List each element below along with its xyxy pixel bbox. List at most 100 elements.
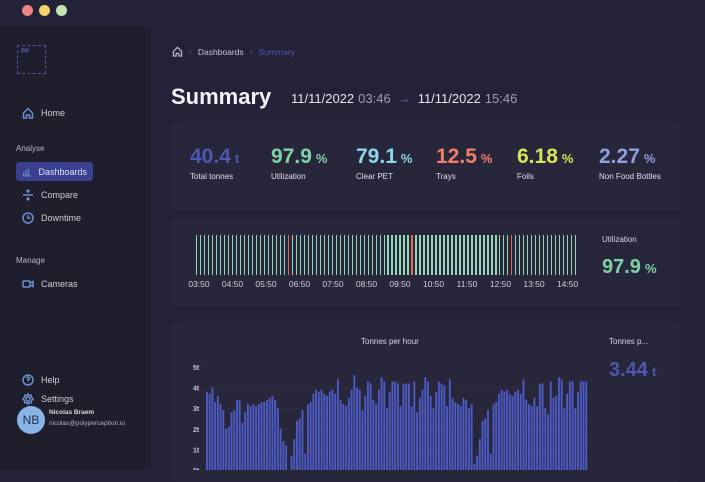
bar[interactable]: [427, 381, 429, 470]
bar[interactable]: [410, 406, 413, 470]
uptime-segment[interactable]: [539, 235, 541, 275]
bar[interactable]: [257, 404, 260, 470]
uptime-segment[interactable]: [391, 235, 393, 275]
bar[interactable]: [457, 404, 459, 470]
sidebar-item-compare[interactable]: Compare: [16, 185, 84, 204]
bar[interactable]: [508, 393, 511, 470]
uptime-segment[interactable]: [243, 235, 246, 275]
sidebar-item-downtime[interactable]: Downtime: [16, 208, 87, 227]
uptime-segment[interactable]: [199, 235, 202, 275]
bar[interactable]: [375, 404, 378, 470]
minimize-button[interactable]: [39, 5, 50, 16]
uptime-segment[interactable]: [363, 235, 365, 275]
bar[interactable]: [432, 408, 435, 470]
bar[interactable]: [304, 453, 307, 470]
sidebar-item-settings[interactable]: Settings: [16, 389, 80, 408]
home-icon[interactable]: [172, 46, 183, 57]
bar[interactable]: [462, 397, 465, 470]
date-range[interactable]: 11/11/2022 03:46 → 11/11/2022 15:46: [291, 91, 517, 106]
uptime-segment[interactable]: [247, 235, 250, 275]
uptime-segment[interactable]: [447, 235, 449, 275]
uptime-segment[interactable]: [227, 235, 230, 275]
uptime-segment[interactable]: [443, 235, 445, 275]
uptime-segment[interactable]: [355, 235, 357, 275]
bar[interactable]: [323, 393, 326, 470]
bar[interactable]: [577, 391, 579, 470]
bar[interactable]: [495, 402, 498, 470]
bar[interactable]: [506, 389, 509, 470]
bar[interactable]: [544, 408, 547, 470]
bar[interactable]: [364, 395, 367, 470]
uptime-segment[interactable]: [359, 235, 361, 275]
uptime-segment[interactable]: [371, 235, 373, 275]
bar[interactable]: [293, 439, 296, 470]
bar[interactable]: [446, 406, 449, 470]
bar[interactable]: [467, 408, 470, 470]
uptime-segment[interactable]: [303, 235, 305, 275]
bar[interactable]: [443, 385, 446, 470]
uptime-segment[interactable]: [467, 235, 469, 275]
bar[interactable]: [380, 377, 383, 470]
bar[interactable]: [342, 404, 345, 470]
bar[interactable]: [315, 389, 318, 470]
bar[interactable]: [421, 389, 424, 470]
bar[interactable]: [336, 379, 339, 470]
uptime-segment[interactable]: [279, 235, 282, 275]
bar[interactable]: [214, 402, 217, 470]
close-button[interactable]: [22, 5, 33, 16]
uptime-segment[interactable]: [535, 235, 537, 275]
uptime-segment[interactable]: [475, 235, 477, 275]
bar[interactable]: [255, 406, 258, 470]
uptime-segment[interactable]: [515, 235, 517, 275]
bar[interactable]: [407, 383, 410, 470]
uptime-segment[interactable]: [315, 235, 317, 275]
uptime-segment[interactable]: [383, 235, 385, 275]
uptime-segment[interactable]: [259, 235, 262, 275]
bar[interactable]: [435, 391, 438, 470]
bar[interactable]: [454, 402, 457, 470]
bar[interactable]: [473, 463, 476, 470]
bar[interactable]: [353, 375, 356, 470]
bar[interactable]: [345, 406, 348, 470]
uptime-segment[interactable]: [431, 235, 433, 275]
bar[interactable]: [361, 410, 364, 470]
uptime-segment[interactable]: [275, 235, 278, 275]
bar[interactable]: [241, 422, 244, 470]
maximize-button[interactable]: [56, 5, 67, 16]
bar[interactable]: [394, 381, 397, 470]
uptime-segment[interactable]: [215, 235, 218, 275]
sidebar-item-home[interactable]: Home: [16, 103, 71, 122]
uptime-segment[interactable]: [395, 235, 397, 275]
bar[interactable]: [527, 404, 530, 470]
uptime-segment[interactable]: [567, 235, 569, 275]
uptime-segment[interactable]: [311, 235, 313, 275]
downtime-segment[interactable]: [511, 235, 513, 275]
uptime-segment[interactable]: [335, 235, 337, 275]
uptime-segment[interactable]: [459, 235, 461, 275]
bar[interactable]: [582, 381, 585, 470]
bar[interactable]: [552, 397, 555, 470]
bar[interactable]: [399, 406, 402, 470]
sidebar-item-help[interactable]: Help: [16, 370, 66, 389]
bar[interactable]: [298, 418, 301, 471]
uptime-segment[interactable]: [523, 235, 525, 275]
uptime-segment[interactable]: [407, 235, 409, 275]
bar[interactable]: [568, 381, 571, 470]
bar[interactable]: [478, 439, 481, 470]
uptime-segment[interactable]: [295, 235, 298, 275]
bar[interactable]: [372, 399, 375, 470]
bar[interactable]: [356, 387, 358, 470]
sidebar-item-cameras[interactable]: Cameras: [16, 274, 84, 293]
uptime-segment[interactable]: [251, 235, 254, 275]
uptime-segment[interactable]: [491, 235, 493, 275]
bar[interactable]: [320, 389, 323, 470]
bar[interactable]: [233, 410, 236, 470]
bar[interactable]: [413, 381, 416, 470]
bar[interactable]: [252, 404, 255, 470]
uptime-segment[interactable]: [559, 235, 561, 275]
uptime-segment[interactable]: [347, 235, 349, 275]
uptime-segment[interactable]: [495, 235, 497, 275]
uptime-segment[interactable]: [455, 235, 457, 275]
bar[interactable]: [369, 383, 372, 470]
bar[interactable]: [225, 428, 228, 470]
